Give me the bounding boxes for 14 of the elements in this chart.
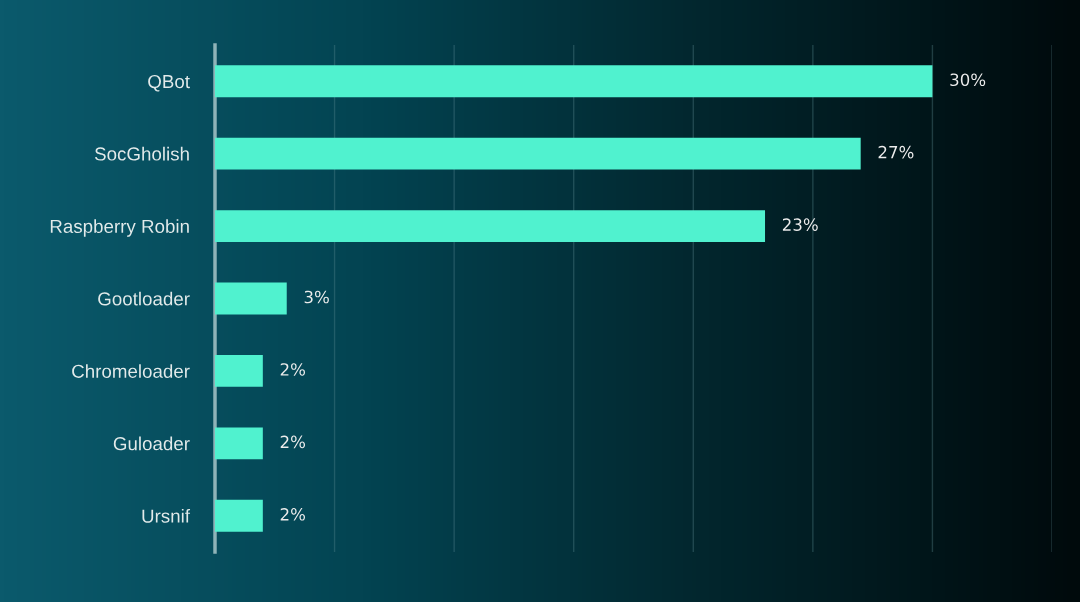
y-tick-label: Raspberry Robin — [50, 219, 189, 237]
y-tick-label: Gootloader — [98, 291, 190, 306]
y-tick-label: SocGholish — [94, 146, 189, 161]
y-tick-label: Chromeloader — [72, 364, 190, 378]
data-label: 23% — [782, 218, 818, 231]
data-label: 2% — [280, 435, 306, 449]
y-tick-label: Ursnif — [142, 508, 191, 523]
data-label: 2% — [280, 508, 306, 521]
data-label: 30% — [950, 73, 986, 87]
data-label: 27% — [878, 145, 914, 159]
data-label: 3% — [304, 290, 329, 304]
y-tick-label: Guloader — [113, 436, 190, 451]
data-label: 2% — [280, 363, 306, 376]
y-tick-label: QBot — [148, 74, 190, 92]
